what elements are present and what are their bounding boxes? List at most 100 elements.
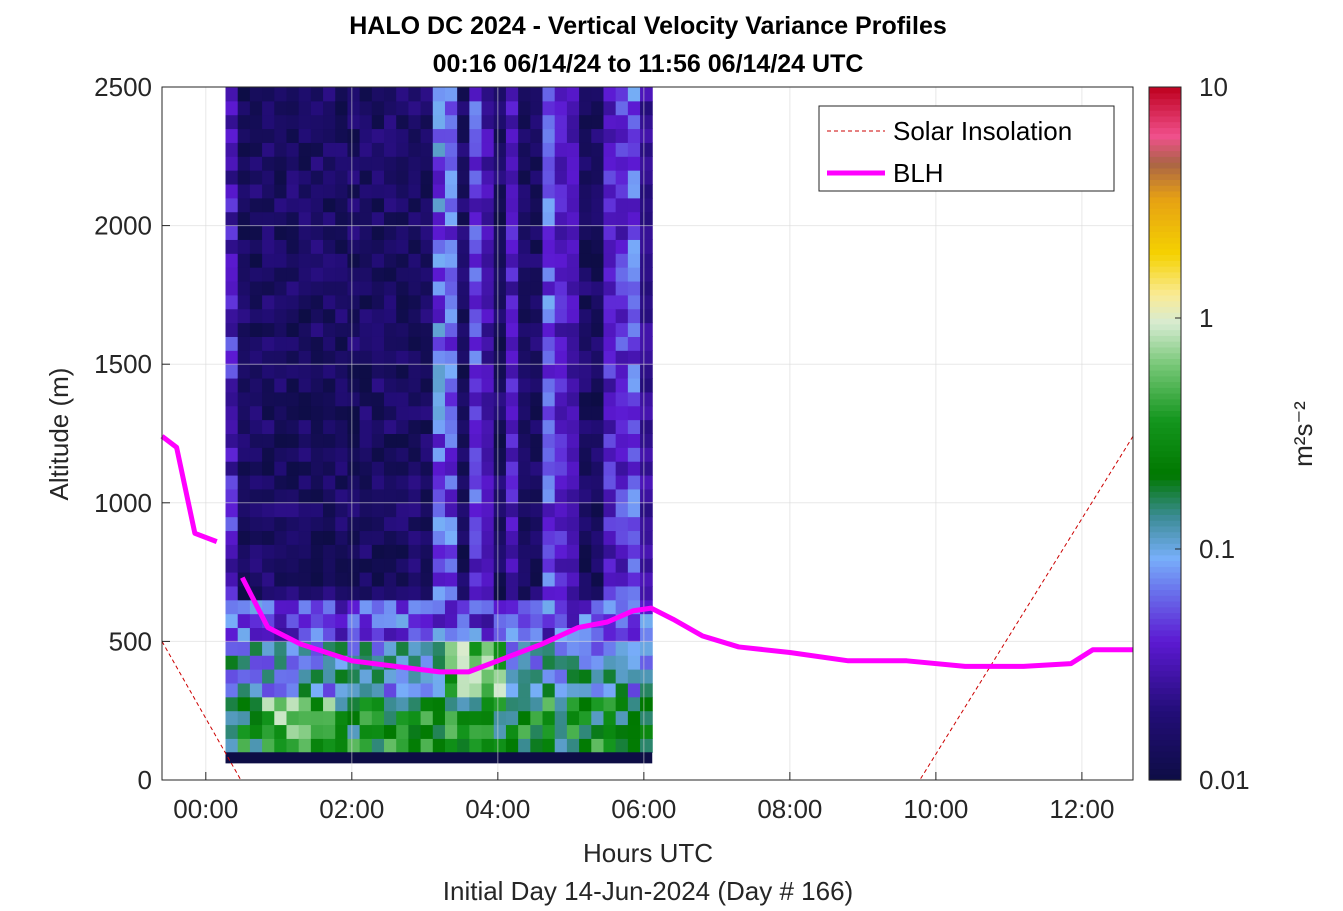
heatmap-cell [469, 488, 483, 504]
colorbar-segment [1149, 468, 1181, 475]
heatmap-cell [627, 281, 641, 296]
heatmap-cell [530, 682, 544, 698]
heatmap-cell [566, 502, 580, 518]
heatmap-cell [249, 225, 263, 240]
heatmap-cell [615, 572, 629, 587]
heatmap-cell [237, 599, 251, 615]
heatmap-cell [408, 544, 422, 559]
heatmap-cell [420, 294, 434, 310]
heatmap-cell [469, 696, 483, 712]
heatmap-cell [432, 87, 446, 102]
heatmap-cell [566, 710, 580, 726]
heatmap-cell [579, 682, 592, 698]
heatmap-cell [505, 461, 519, 476]
heatmap-cell [274, 696, 287, 712]
heatmap-cell [505, 516, 519, 532]
heatmap-cell [310, 184, 324, 199]
colorbar-label: m²s⁻² [1288, 401, 1318, 467]
heatmap-cell [408, 585, 422, 601]
heatmap-cell [566, 281, 580, 296]
colorbar-gradient [1149, 87, 1181, 781]
heatmap-cell [310, 613, 324, 629]
heatmap-cell [286, 544, 300, 559]
legend-blh-label: BLH [893, 158, 944, 188]
heatmap-cell [518, 530, 531, 545]
heatmap-cell [237, 336, 251, 351]
heatmap-cell [518, 696, 531, 712]
heatmap-cell [603, 585, 617, 601]
heatmap-cell [542, 114, 556, 130]
heatmap-cell [408, 336, 422, 351]
heatmap-cell [627, 738, 641, 753]
heatmap-cell [530, 461, 544, 476]
heatmap-cell [542, 488, 556, 504]
heatmap-cell [579, 211, 592, 227]
colorbar-segment [1149, 681, 1181, 689]
heatmap-cell [420, 585, 434, 601]
heatmap-cell [359, 502, 373, 518]
heatmap-cell [408, 502, 422, 518]
colorbar-segment [1149, 629, 1181, 637]
heatmap-cell [274, 239, 287, 254]
heatmap-cell [493, 364, 507, 379]
heatmap-cell [603, 447, 617, 462]
heatmap-cell [530, 114, 544, 130]
colorbar-segment [1149, 283, 1181, 290]
heatmap-cell [432, 128, 446, 143]
heatmap-cell [237, 488, 251, 504]
heatmap-cell [420, 710, 434, 726]
heatmap-cell [566, 447, 580, 462]
heatmap-cell [505, 239, 519, 254]
heatmap-cell [286, 502, 300, 518]
heatmap-cell [274, 267, 287, 282]
heatmap-cell [615, 627, 629, 642]
colorbar-segment [1149, 242, 1181, 250]
heatmap-cell [481, 488, 495, 504]
heatmap-cell [615, 156, 629, 171]
heatmap-cell [444, 391, 458, 407]
heatmap-cell [347, 197, 361, 213]
heatmap-cell [530, 197, 544, 213]
heatmap-cell [371, 599, 385, 615]
heatmap-cell [542, 364, 556, 379]
heatmap-cell [542, 128, 556, 143]
heatmap-cell [286, 128, 300, 143]
heatmap-cell [274, 364, 287, 379]
heatmap-cell [274, 336, 287, 351]
heatmap-cell [640, 308, 653, 324]
heatmap-cell [420, 197, 434, 213]
heatmap-cell [262, 530, 275, 545]
heatmap-cell [323, 170, 336, 185]
heatmap-cell [591, 599, 604, 615]
heatmap-cell [640, 447, 653, 462]
heatmap-cell [493, 405, 507, 421]
heatmap-cell [542, 281, 556, 296]
heatmap-cell [579, 114, 592, 130]
heatmap-cell [420, 100, 434, 116]
heatmap-cell [286, 87, 300, 102]
heatmap-cell [286, 294, 300, 310]
heatmap-cell [249, 724, 263, 739]
heatmap-cell [359, 710, 373, 726]
heatmap-cell [298, 336, 312, 351]
heatmap-cell [286, 211, 300, 227]
heatmap-cell [432, 516, 446, 532]
heatmap-cell [542, 239, 556, 254]
heatmap-cell [469, 267, 483, 282]
heatmap-cell [359, 336, 373, 351]
heatmap-cell [603, 197, 617, 213]
heatmap-cell [469, 100, 483, 116]
colorbar-segment [1149, 710, 1181, 718]
heatmap-cell [469, 710, 483, 726]
heatmap-cell [444, 599, 458, 615]
heatmap-cell [262, 87, 275, 102]
heatmap-cell [396, 308, 409, 324]
heatmap-cell [627, 184, 641, 199]
colorbar-segment [1149, 497, 1181, 504]
heatmap-cell [469, 336, 483, 351]
heatmap-cell [335, 364, 348, 379]
heatmap-cell [420, 225, 434, 240]
heatmap-cell [457, 281, 470, 296]
heatmap-cell [530, 419, 544, 434]
